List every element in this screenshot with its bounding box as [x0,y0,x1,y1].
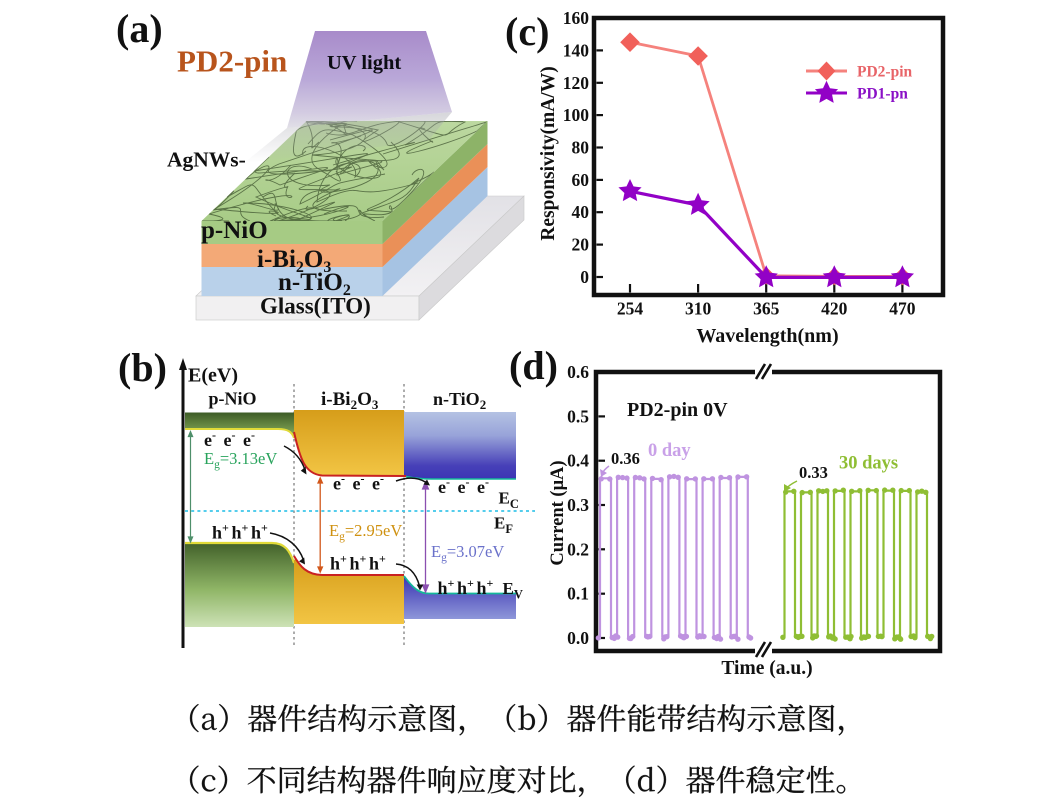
svg-text:Eg=3.07eV: Eg=3.07eV [431,542,504,564]
svg-text:60: 60 [572,170,590,190]
svg-text:0.4: 0.4 [567,451,589,471]
svg-text:0.36: 0.36 [611,449,640,468]
svg-text:0.33: 0.33 [799,463,828,482]
svg-text:AgNWs-: AgNWs- [167,148,246,172]
svg-text:p-NiO: p-NiO [209,389,257,409]
svg-text:0.2: 0.2 [567,539,589,559]
svg-text:h+: h+ [232,521,249,543]
svg-text:h+: h+ [251,521,268,543]
svg-text:e-: e- [372,472,384,494]
svg-text:254: 254 [617,299,644,319]
svg-text:0.3: 0.3 [567,495,589,515]
svg-text:310: 310 [685,299,712,319]
svg-text:(d): (d) [509,343,558,388]
svg-text:0 day: 0 day [648,441,691,461]
svg-text:160: 160 [563,8,590,28]
svg-text:30 days: 30 days [839,454,898,474]
svg-text:Eg=3.13eV: Eg=3.13eV [204,449,277,471]
svg-text:i-Bi2O3: i-Bi2O3 [257,246,331,276]
svg-text:e-: e- [243,428,255,450]
svg-text:e-: e- [477,475,489,497]
svg-text:h+: h+ [212,521,229,543]
svg-text:365: 365 [753,299,780,319]
svg-text:e-: e- [458,475,470,497]
svg-text:e-: e- [353,472,365,494]
svg-text:120: 120 [563,73,590,93]
svg-text:0.5: 0.5 [567,406,589,426]
svg-text:20: 20 [572,235,590,255]
svg-text:PD2-pin: PD2-pin [857,64,913,81]
svg-text:(b): (b) [118,345,167,390]
svg-text:p-NiO: p-NiO [201,217,268,244]
svg-text:80: 80 [572,138,590,158]
svg-text:h+: h+ [369,552,386,574]
svg-text:n-TiO2: n-TiO2 [278,269,351,299]
svg-text:n-TiO2: n-TiO2 [433,389,486,412]
svg-text:Current (μA): Current (μA) [548,460,568,565]
svg-text:i-Bi2O3: i-Bi2O3 [321,389,379,412]
svg-text:Wavelength(nm): Wavelength(nm) [696,325,838,347]
svg-text:e-: e- [224,428,236,450]
svg-text:PD2-pin 0V: PD2-pin 0V [627,399,728,421]
svg-text:e-: e- [438,475,450,497]
svg-text:h+: h+ [330,552,347,574]
svg-text:0.6: 0.6 [567,362,589,382]
svg-text:140: 140 [563,40,590,60]
svg-text:(c): (c) [505,9,549,54]
svg-text:UV light: UV light [327,52,401,74]
svg-text:Time (a.u.): Time (a.u.) [721,658,812,679]
svg-text:EC: EC [499,489,519,512]
svg-text:40: 40 [572,202,590,222]
svg-text:Responsivity(mA/W): Responsivity(mA/W) [538,66,559,240]
svg-text:h+: h+ [350,552,367,574]
svg-text:Glass(ITO): Glass(ITO) [260,294,371,319]
svg-text:(a): (a) [116,6,163,51]
svg-text:Eg=2.95eV: Eg=2.95eV [329,521,402,543]
svg-text:EF: EF [494,514,513,537]
svg-text:420: 420 [821,299,848,319]
svg-text:E(eV): E(eV) [188,365,238,387]
svg-text:0.0: 0.0 [567,628,589,648]
svg-text:100: 100 [563,105,590,125]
svg-text:0: 0 [580,267,589,287]
svg-text:e-: e- [204,428,216,450]
svg-text:470: 470 [889,299,916,319]
svg-text:0.1: 0.1 [567,584,589,604]
svg-text:PD1-pn: PD1-pn [857,86,908,103]
svg-text:e-: e- [333,472,345,494]
svg-text:PD2-pin: PD2-pin [177,44,287,79]
